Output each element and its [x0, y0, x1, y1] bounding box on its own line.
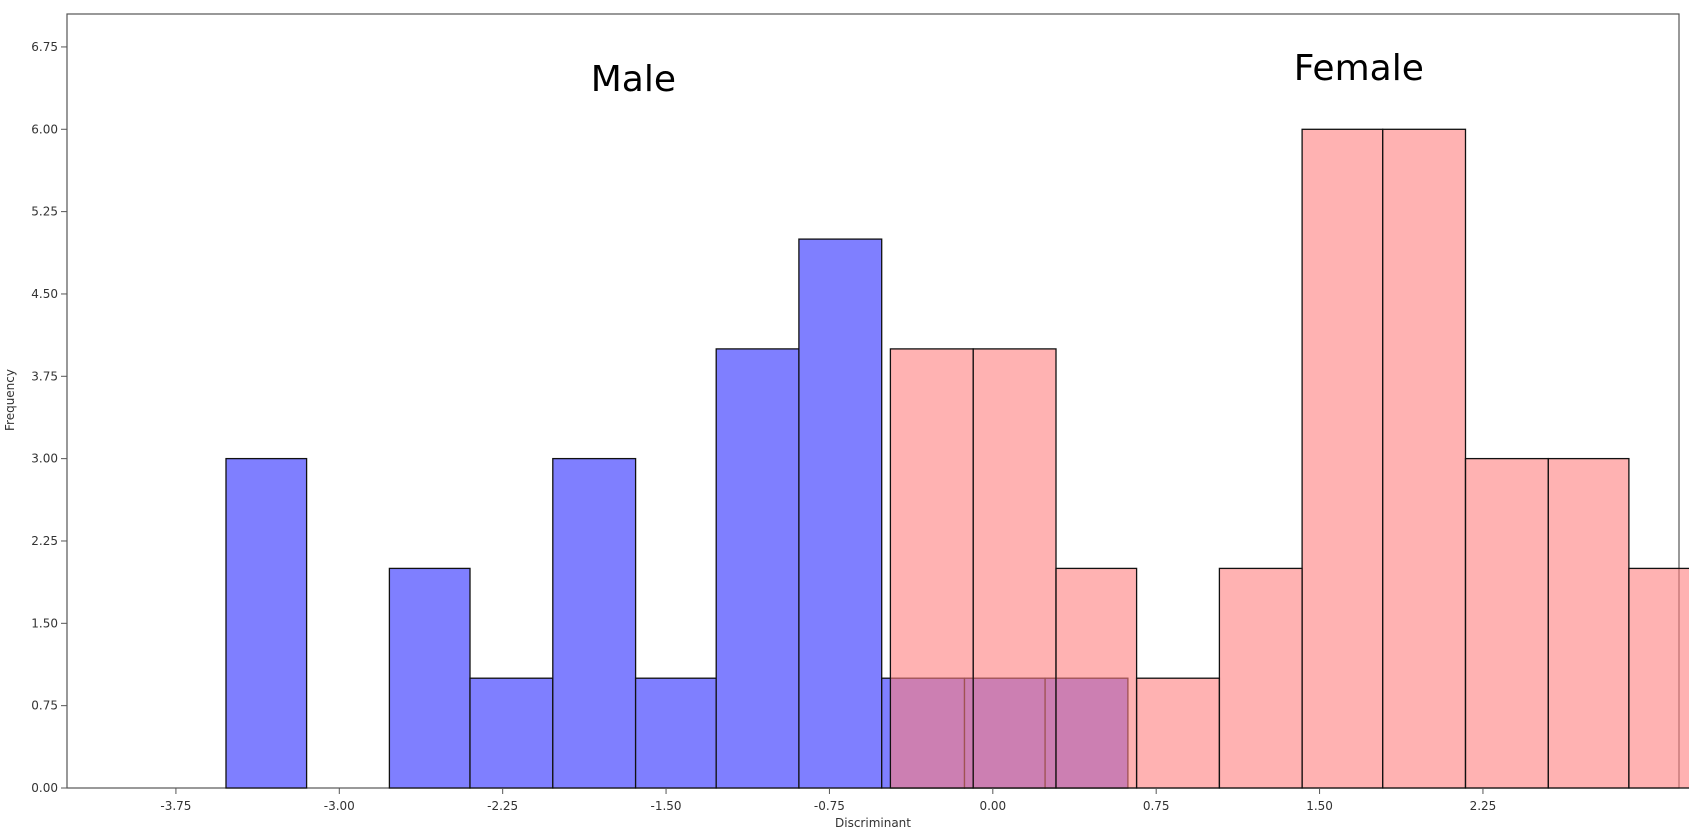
group-label-female: Female	[1294, 48, 1424, 89]
y-tick-label: 5.25	[31, 205, 58, 219]
x-tick-label: 0.00	[979, 799, 1006, 813]
group-label-male: Male	[591, 59, 676, 100]
x-tick-label: -3.00	[324, 799, 355, 813]
female-bar-3	[1135, 677, 1221, 789]
female-bar-5	[1301, 128, 1384, 789]
x-axis: -3.75 -3.00 -2.25 -1.50 -0.75 0.00 0.75 1.50 2.2…	[160, 788, 1496, 813]
male-bar-1	[388, 567, 471, 789]
x-tick-label: 2.25	[1470, 799, 1497, 813]
x-tick-label: -3.75	[160, 799, 191, 813]
x-tick-label: 1.50	[1306, 799, 1333, 813]
male-bar-0	[225, 457, 308, 789]
male-bar-5	[715, 348, 800, 789]
x-tick-label: -0.75	[814, 799, 845, 813]
female-bar-6	[1382, 128, 1467, 789]
y-tick-label: 3.00	[31, 452, 58, 466]
bars-layer	[225, 128, 1689, 789]
y-tick-label: 4.50	[31, 287, 58, 301]
male-bar-4	[634, 677, 717, 789]
x-axis-title: Discriminant	[835, 816, 911, 830]
x-tick-label: 0.75	[1143, 799, 1170, 813]
female-bar-8	[1547, 457, 1630, 789]
male-bar-6	[798, 238, 883, 789]
y-tick-label: 1.50	[31, 616, 58, 630]
y-tick-label: 2.25	[31, 534, 58, 548]
female-bar-0	[889, 348, 974, 789]
y-tick-label: 0.75	[31, 699, 58, 713]
female-bar-4	[1218, 567, 1303, 789]
group-labels: Male Female	[591, 48, 1424, 100]
y-tick-label: 3.75	[31, 369, 58, 383]
x-tick-label: -1.50	[651, 799, 682, 813]
y-tick-label: 6.00	[31, 122, 58, 136]
female-bar-1	[972, 348, 1057, 789]
female-bar-9	[1628, 567, 1689, 789]
female-bar-7	[1464, 457, 1549, 789]
y-axis-title: Frequency	[3, 369, 17, 431]
y-tick-label: 0.00	[31, 781, 58, 795]
female-bar-2	[1055, 567, 1138, 789]
y-axis: 0.00 0.75 1.50 2.25 3.00 3.75 4.50 5.25 6.00 6.75	[31, 40, 67, 795]
male-bar-2	[469, 677, 554, 789]
male-bar-3	[552, 457, 637, 789]
x-tick-label: -2.25	[487, 799, 518, 813]
y-tick-label: 6.75	[31, 40, 58, 54]
